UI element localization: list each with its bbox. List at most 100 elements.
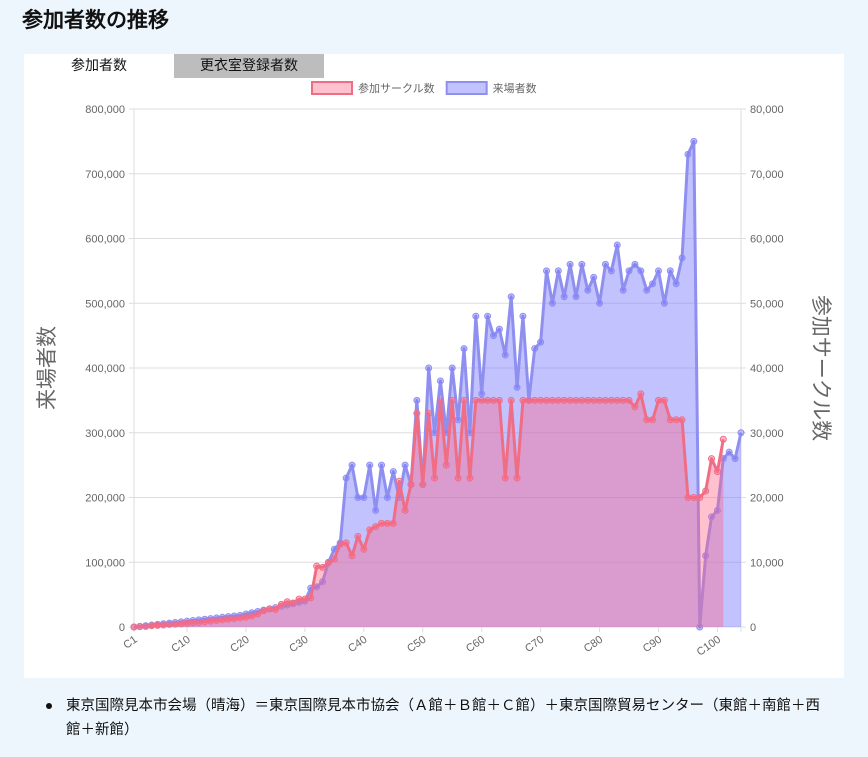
circles-series-point [142,622,150,630]
x-tick-label: C60 [464,634,487,655]
legend-circles-swatch [311,81,353,95]
page-title: 参加者数の推移 [22,8,169,32]
circles-series-point [519,396,527,404]
visitors-series-point [342,474,350,482]
circles-series-point [277,600,285,608]
circles-series-point [236,614,244,622]
visitors-series-point [708,513,716,521]
circles-series-point [295,595,303,603]
circles-series-point [713,468,721,476]
circles-series-point [136,623,144,631]
circles-series-point [684,494,692,501]
circles-series-point [495,396,503,404]
y-left-tick-label: 800,000 [85,104,125,116]
y-right-tick-label: 50,000 [750,298,784,310]
circles-series-point [613,396,621,404]
circles-series-line [133,392,725,629]
circles-series-area [134,393,724,627]
circles-series-point [360,545,368,553]
y-right-tick-label: 10,000 [750,557,784,569]
visitors-series-point [590,273,598,281]
circles-series-point [472,396,480,404]
visitors-series-point [631,260,639,268]
visitors-series-point [389,468,397,476]
circles-series-point [319,563,327,571]
visitors-series-point [578,260,586,268]
circles-series-point [678,416,686,424]
circles-series-point [242,613,250,621]
visitors-series-point [372,506,380,514]
circles-series-point [719,435,727,443]
visitors-series-point [354,494,362,501]
circles-series-point [572,396,580,404]
visitors-series-point [649,280,657,288]
visitors-series-point [472,312,480,320]
y-right-axis-title: 参加サークル数 [809,295,833,441]
circles-series-point [708,455,716,463]
visitors-series-point [543,267,551,275]
circles-series-point [189,619,197,627]
circles-series-point [354,532,362,540]
visitors-series-point [513,383,521,391]
circles-series-point [631,403,639,411]
x-tick-label: C100 [695,634,723,659]
visitors-series-point [637,267,645,275]
circles-series-point [507,396,515,404]
visitors-series-point [548,299,556,307]
circles-series-point [230,615,238,623]
visitors-series-point [507,293,515,301]
visitors-series-point [607,267,615,275]
circles-series-point [425,409,433,417]
visitors-series-point [566,260,574,268]
circles-series-point [696,494,704,501]
circles-series-point [625,396,633,404]
circles-series-point [336,540,344,548]
circles-series-point [395,477,403,485]
circles-series-point [342,539,350,547]
visitors-series-point [436,377,444,385]
circles-series-point [260,607,268,615]
visitors-series-point [672,280,680,288]
circles-series-point [702,487,710,495]
y-right-tick-label: 0 [750,622,756,634]
circles-series-point [401,506,409,514]
circles-series-point [419,481,427,489]
circles-series-point [407,481,415,489]
visitors-series-point [572,293,580,301]
circles-series-point [596,396,604,404]
visitors-series-point [501,351,509,359]
visitors-series-point [495,325,503,333]
visitors-series-point [560,293,568,301]
y-left-axis-title: 来場者数 [35,326,59,410]
circles-series-point [531,396,539,404]
legend-visitors-label: 来場者数 [493,82,537,95]
circles-series-point [601,396,609,404]
circles-series-point [330,555,338,563]
circles-series-point [248,612,256,620]
visitors-series-point [366,461,374,469]
circles-series-point [525,396,533,404]
circles-series-point [171,620,179,628]
tab-bar: 参加者数 更衣室登録者数 [24,54,844,78]
venue-notes: 東京国際見本市会場（晴海）＝東京国際見本市協会（Ａ館＋Ｂ館＋Ｃ館）＋東京国際貿易… [44,694,834,742]
circles-series-point [489,396,497,404]
circles-series-point [584,396,592,404]
y-right-tick-label: 70,000 [750,169,784,181]
tab-locker-registrations[interactable]: 更衣室登録者数 [174,54,324,78]
x-tick-label: C10 [169,634,192,655]
circles-series-point [307,594,315,602]
visitors-series-point [584,286,592,294]
circles-series-point [578,396,586,404]
visitors-series-point [713,506,721,514]
circles-series-point [442,461,450,469]
circles-series-point [271,606,279,614]
circles-series-point [666,416,674,424]
x-tick-label: C70 [523,634,546,655]
circles-series-point [218,616,226,624]
tab-participants[interactable]: 参加者数 [24,54,174,78]
circles-series-point [266,605,274,613]
circles-series-point [690,494,698,501]
visitors-series-point [596,299,604,307]
circles-series-point [195,618,203,626]
y-right-tick-label: 60,000 [750,234,784,246]
